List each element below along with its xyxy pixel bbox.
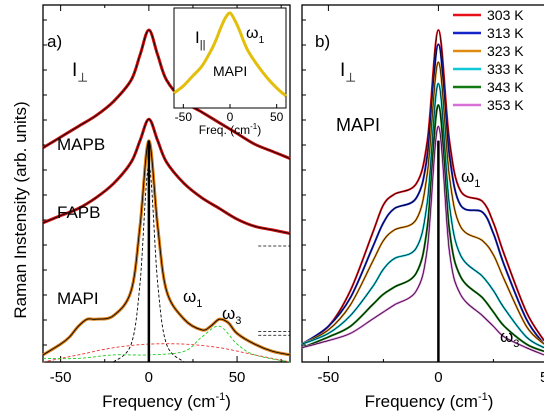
fit-343k (301, 104, 544, 352)
x-tick-label: 50 (540, 369, 544, 386)
fit-333k (301, 83, 544, 348)
x-tick-label: 0 (145, 369, 153, 386)
inset-series (173, 11, 287, 98)
panel-label: b) (315, 32, 330, 51)
legend-label: 313 K (487, 25, 524, 41)
y-axis-label: Raman Instensity (arb. units) (11, 101, 30, 318)
x-axis-label: Frequency (cm-1) (365, 391, 494, 411)
label-mapb: MAPB (57, 135, 105, 154)
panel-b: -50 0 50 Frequency (cm-1) b) I⊥ MAPI ω1 ω3 303 K 3… (301, 4, 544, 411)
label-mapi: MAPI (57, 289, 99, 308)
plot-frame (42, 4, 291, 363)
legend-label: 333 K (487, 61, 524, 77)
label-fapb: FAPB (57, 203, 100, 222)
fit-fapb (42, 118, 291, 234)
inset-x-tick-label: -50 (175, 110, 193, 124)
inset-x-tick-label: 50 (270, 110, 284, 124)
x-axis-label: Frequency (cm-1) (102, 391, 231, 411)
x-tick-label: -50 (318, 369, 340, 386)
component-omega3 (42, 325, 291, 363)
fit-323k (301, 61, 544, 345)
legend-label: 303 K (487, 7, 524, 23)
inset-label: MAPI (213, 63, 247, 79)
label-omega3: ω3 (500, 327, 519, 350)
plot-frame (301, 4, 544, 363)
legend-label: 323 K (487, 43, 524, 59)
material-label: MAPI (336, 115, 380, 135)
fit-303k (301, 29, 544, 345)
polarization-label: I⊥ (340, 60, 356, 85)
label-omega1: ω1 (461, 167, 480, 190)
fit-mapb (42, 29, 291, 159)
inset-title: I|| (195, 28, 205, 51)
component-omega1 (42, 343, 291, 363)
legend-label: 343 K (487, 79, 524, 95)
panel-label: a) (47, 32, 62, 51)
label-omega1: ω1 (183, 287, 202, 310)
legend-label: 353 K (487, 97, 524, 113)
inset-omega-label: ω1 (246, 25, 265, 46)
inset-x-tick-label: 0 (227, 110, 234, 124)
x-tick-label: 0 (434, 369, 442, 386)
polarization-label: I⊥ (72, 60, 88, 85)
series-303k (301, 28, 544, 345)
x-tick-label: 50 (229, 369, 246, 386)
inset-frame (173, 7, 287, 109)
fit-mapi (42, 140, 291, 356)
series-mapi (42, 139, 291, 357)
fit-353k (301, 126, 544, 356)
label-omega3: ω3 (222, 304, 241, 327)
x-tick-label: -50 (50, 369, 72, 386)
inset-x-label: Freq. (cm-1) (199, 122, 261, 137)
fit-313k (301, 43, 544, 345)
panel-a: -50 0 50 Frequency (cm-1) a) I⊥ MAPB FAPB MAPI ω1… (42, 4, 291, 411)
